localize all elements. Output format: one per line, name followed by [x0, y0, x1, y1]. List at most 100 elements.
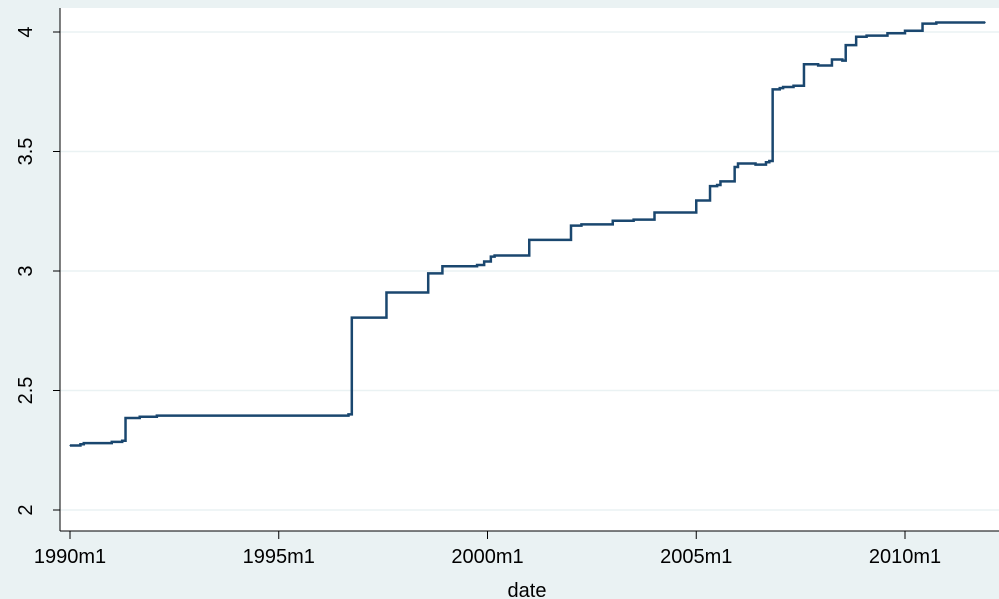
- data-point: [865, 34, 868, 37]
- data-point: [111, 441, 113, 443]
- x-axis-title: date: [508, 580, 547, 599]
- data-point: [904, 30, 906, 32]
- data-point: [438, 272, 440, 274]
- data-point: [800, 85, 802, 87]
- data-point: [886, 32, 889, 34]
- data-point: [427, 272, 429, 274]
- data-point: [834, 58, 836, 61]
- axes: [53, 8, 999, 539]
- data-point: [152, 416, 155, 418]
- data-point: [567, 239, 569, 241]
- data-point: [803, 63, 805, 65]
- data-point: [608, 223, 611, 225]
- data-point: [862, 36, 864, 38]
- data-point: [479, 264, 482, 266]
- data-point: [768, 160, 770, 162]
- data-point: [772, 88, 774, 90]
- data-point: [633, 219, 635, 221]
- data-point: [351, 317, 353, 319]
- y-tick-label: 2.5: [15, 377, 37, 405]
- data-point: [385, 291, 388, 294]
- data-point: [719, 180, 722, 182]
- data-point: [570, 224, 572, 227]
- data-point: [939, 21, 941, 24]
- data-point: [740, 162, 742, 165]
- y-tick-label: 2: [15, 504, 37, 515]
- data-point: [883, 34, 885, 37]
- data-point: [730, 180, 732, 182]
- data-point: [765, 161, 767, 163]
- data-point: [813, 63, 816, 65]
- data-point: [347, 413, 350, 415]
- data-point: [612, 220, 614, 222]
- x-tick-label: 2000m1: [451, 546, 523, 568]
- data-point: [525, 254, 527, 257]
- data-point: [695, 199, 697, 202]
- data-point: [528, 239, 530, 241]
- data-point: [709, 185, 711, 187]
- data-point: [114, 441, 116, 443]
- data-point: [650, 219, 652, 221]
- x-tick-label: 2005m1: [660, 546, 732, 568]
- y-tick-label: 3.5: [15, 138, 37, 166]
- data-point: [921, 23, 924, 25]
- data-point: [901, 32, 903, 34]
- data-point: [580, 223, 583, 225]
- data-point: [706, 199, 708, 202]
- data-point: [79, 443, 82, 445]
- data-point: [692, 211, 694, 214]
- data-point: [83, 442, 85, 444]
- x-tick-label: 2010m1: [869, 546, 941, 568]
- data-point: [76, 444, 78, 447]
- series-layer: [69, 21, 986, 447]
- data-point: [925, 23, 927, 25]
- data-point: [737, 162, 739, 165]
- data-point: [156, 414, 158, 417]
- data-point: [382, 317, 384, 319]
- data-point: [831, 58, 833, 61]
- data-point: [789, 86, 791, 88]
- plot-area: [60, 8, 999, 531]
- data-point: [984, 21, 986, 24]
- data-point: [782, 86, 784, 88]
- data-point: [441, 265, 444, 267]
- data-point: [476, 264, 478, 266]
- data-point: [716, 184, 718, 186]
- data-point: [483, 260, 485, 263]
- data-point: [852, 44, 854, 46]
- data-point: [124, 417, 127, 419]
- data-point: [845, 44, 847, 46]
- data-point: [139, 416, 141, 418]
- data-point: [754, 164, 757, 166]
- data-point: [490, 256, 492, 258]
- data-point: [653, 211, 656, 214]
- data-point: [855, 36, 857, 38]
- data-point: [340, 414, 342, 417]
- data-point: [970, 21, 972, 24]
- data-point: [841, 60, 843, 62]
- data-point: [577, 224, 579, 227]
- data-point: [935, 21, 937, 24]
- tick-labels: 2 2.5 3 3.5 4 1990m1 1995m1 2000m1 2005m1 2010m1: [15, 26, 941, 568]
- y-tick-label: 4: [15, 26, 37, 37]
- x-tick-label: 1990m1: [34, 546, 106, 568]
- data-point: [779, 87, 781, 89]
- data-point: [734, 166, 736, 168]
- data-point: [629, 220, 631, 222]
- data-point: [775, 88, 778, 90]
- data-point: [949, 21, 951, 24]
- x-tick-label: 1995m1: [243, 546, 315, 568]
- data-point: [817, 64, 819, 67]
- data-point: [424, 291, 426, 294]
- data-point: [792, 85, 795, 87]
- data-point: [967, 21, 969, 24]
- data-point: [69, 444, 71, 447]
- data-point: [953, 21, 955, 24]
- data-point: [107, 442, 110, 444]
- y-gridlines: [60, 31, 999, 511]
- data-point: [493, 254, 496, 257]
- data-point: [473, 265, 475, 267]
- y-tick-label: 3: [15, 265, 37, 276]
- data-point: [121, 440, 123, 442]
